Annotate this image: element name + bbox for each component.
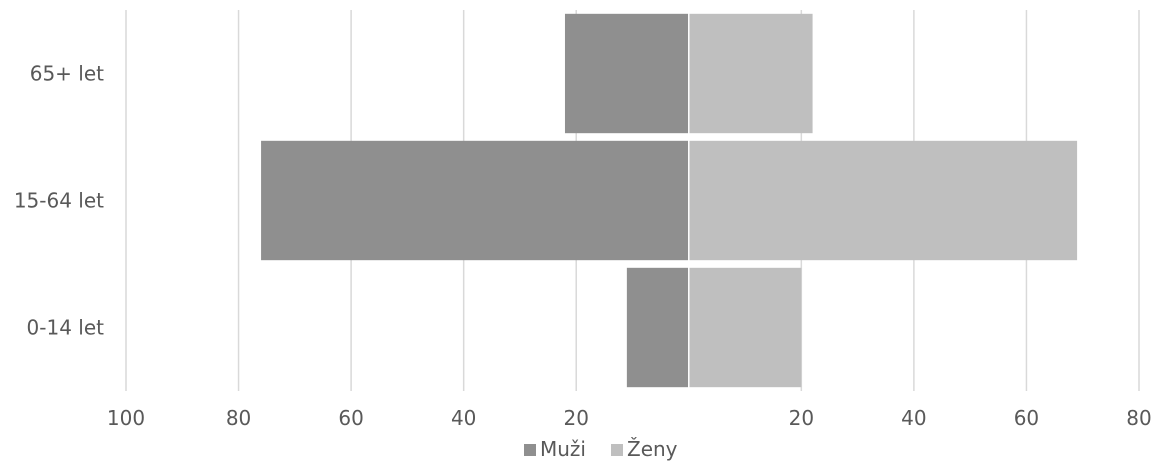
legend-swatch-muzi (524, 444, 536, 456)
x-tick-label-6: 40 (901, 406, 926, 430)
legend-label-muzi: Muži (540, 437, 586, 461)
legend: Muži Ženy (524, 437, 678, 461)
bar-muzi-2 (626, 267, 689, 388)
x-tick-label-1: 80 (226, 406, 251, 430)
category-label-2: 0-14 let (27, 316, 105, 340)
bar-muzi-1 (261, 140, 689, 261)
x-tick-label-8: 80 (1126, 406, 1151, 430)
x-tick-label-7: 60 (1014, 406, 1039, 430)
x-tick-label-4: 20 (563, 406, 588, 430)
x-tick-label-0: 100 (107, 406, 145, 430)
bar-zeny-0 (688, 13, 813, 134)
legend-label-zeny: Ženy (627, 437, 678, 461)
x-tick-label-3: 40 (451, 406, 476, 430)
category-label-0: 65+ let (30, 62, 104, 86)
x-axis-tick-labels: 100 80 60 40 20 20 40 60 80 (107, 406, 1152, 430)
x-tick-label-2: 60 (338, 406, 363, 430)
legend-swatch-zeny (611, 444, 623, 456)
category-label-1: 15-64 let (14, 189, 104, 213)
x-tick-label-5: 20 (789, 406, 814, 430)
bar-zeny-1 (688, 140, 1078, 261)
category-labels: 65+ let 15-64 let 0-14 let (14, 62, 104, 340)
bar-muzi-0 (564, 13, 689, 134)
bars (261, 10, 1078, 391)
bar-zeny-2 (688, 267, 802, 388)
